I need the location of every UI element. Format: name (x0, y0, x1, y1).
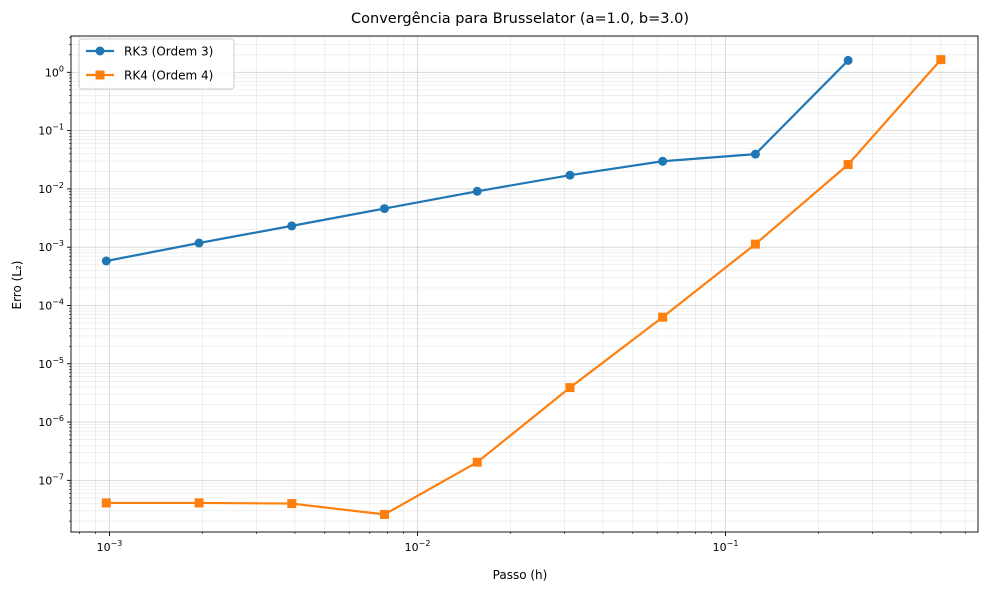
tick-exponent: −1 (52, 123, 64, 132)
series-line (106, 58, 942, 516)
chart-title: Convergência para Brusselator (a=1.0, b=… (351, 11, 689, 27)
data-point (101, 498, 111, 508)
y-tick-label: 10−2 (38, 181, 64, 196)
series-rk3 (101, 55, 853, 266)
data-point (101, 256, 111, 266)
tick-base: 10 (38, 183, 52, 196)
data-point (379, 204, 389, 214)
tick-base: 10 (38, 125, 52, 138)
data-point (472, 457, 482, 467)
data-point (936, 55, 946, 65)
y-tick-label: 10−6 (38, 414, 64, 429)
y-axis-label: Erro (L₂) (10, 261, 24, 310)
y-tick-label: 100 (45, 64, 64, 79)
y-tick-label: 10−5 (38, 356, 64, 371)
data-point (472, 186, 482, 196)
x-tick-label: 10−3 (97, 539, 123, 554)
data-point (658, 156, 668, 166)
legend-marker-rk4 (95, 70, 105, 80)
tick-base: 10 (405, 541, 419, 554)
axis-ticks: 10−3 10−2 10−110−710−610−510−410−310−210−1… (38, 36, 966, 554)
legend-box (78, 38, 235, 90)
tick-exponent: −2 (419, 539, 431, 548)
tick-exponent: −4 (52, 297, 64, 306)
data-point (658, 312, 668, 322)
tick-exponent: −2 (52, 181, 64, 190)
legend-entry-rk3: RK3 (Ordem 3) (86, 45, 213, 59)
tick-base: 10 (45, 66, 59, 79)
tick-base: 10 (97, 541, 111, 554)
tick-exponent: −7 (52, 472, 64, 481)
tick-exponent: −5 (52, 356, 64, 365)
tick-base: 10 (38, 416, 52, 429)
data-point (843, 160, 853, 170)
data-point (379, 509, 389, 519)
tick-exponent: −3 (52, 239, 64, 248)
tick-exponent: −1 (727, 539, 739, 548)
data-point (194, 238, 204, 248)
legend: RK3 (Ordem 3) RK4 (Ordem 4) (78, 38, 235, 90)
y-tick-label: 10−4 (38, 297, 64, 312)
tick-base: 10 (38, 299, 52, 312)
tick-base: 10 (38, 474, 52, 487)
legend-entry-rk4: RK4 (Ordem 4) (86, 69, 213, 83)
tick-base: 10 (713, 541, 727, 554)
y-tick-label: 10−7 (38, 472, 64, 487)
series-rk4 (101, 55, 946, 519)
data-point (750, 239, 760, 249)
y-tick-label: 10−1 (38, 123, 64, 138)
data-point (750, 149, 760, 159)
data-point (843, 55, 853, 65)
legend-marker-rk3 (95, 46, 105, 56)
tick-exponent: −6 (52, 414, 64, 423)
minor-grid (71, 36, 978, 532)
y-tick-label: 10−3 (38, 239, 64, 254)
data-point (287, 499, 297, 509)
legend-label-rk3: RK3 (Ordem 3) (124, 45, 213, 59)
data-point (287, 221, 297, 231)
plot-series (101, 55, 946, 519)
data-point (565, 383, 575, 393)
data-point (194, 498, 204, 508)
plot-frame (70, 35, 979, 533)
x-tick-label: 10−1 (713, 539, 739, 554)
legend-label-rk4: RK4 (Ordem 4) (124, 69, 213, 83)
x-tick-label: 10−2 (405, 539, 431, 554)
tick-exponent: −3 (111, 539, 123, 548)
data-point (565, 170, 575, 180)
tick-base: 10 (38, 358, 52, 371)
x-axis-label: Passo (h) (493, 568, 548, 582)
tick-exponent: 0 (59, 64, 64, 73)
tick-base: 10 (38, 241, 52, 254)
